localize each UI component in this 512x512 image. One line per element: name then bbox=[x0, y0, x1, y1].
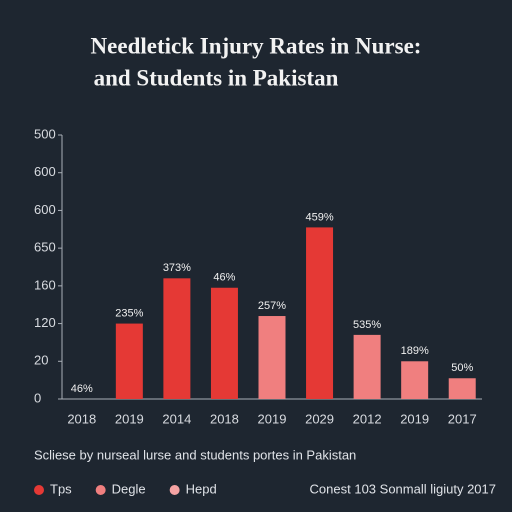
y-tick-label: 600 bbox=[34, 202, 56, 217]
legend-label: Tps bbox=[50, 481, 72, 496]
bar bbox=[448, 378, 476, 399]
legend-swatch bbox=[34, 485, 44, 495]
legend-swatch bbox=[169, 485, 180, 495]
value-label: 373% bbox=[163, 262, 191, 274]
bar bbox=[163, 278, 191, 399]
bar bbox=[258, 316, 286, 399]
legend-label: Degle bbox=[112, 481, 146, 496]
y-tick-label: 650 bbox=[34, 240, 56, 255]
value-label: 459% bbox=[305, 211, 333, 223]
legend-swatch bbox=[95, 485, 106, 495]
value-label: 46% bbox=[213, 272, 235, 284]
bar bbox=[353, 334, 381, 399]
bar bbox=[401, 361, 429, 399]
value-label: 189% bbox=[401, 345, 429, 357]
x-tick-label: 2029 bbox=[305, 411, 334, 426]
y-tick-label: 600 bbox=[34, 164, 56, 179]
x-tick-label: 2019 bbox=[258, 411, 287, 426]
x-tick-label: 2012 bbox=[353, 411, 382, 426]
value-label: 235% bbox=[115, 307, 143, 319]
y-tick-label: 500 bbox=[34, 126, 56, 141]
caption: Scliese by nurseal lurse and students po… bbox=[34, 447, 356, 462]
chart-title: Needletick Injury Rates in Nurse: bbox=[91, 33, 422, 58]
bar bbox=[210, 287, 238, 399]
x-tick-label: 2018 bbox=[210, 411, 239, 426]
x-tick-label: 2019 bbox=[400, 411, 429, 426]
value-label: 46% bbox=[71, 383, 93, 395]
bar bbox=[306, 227, 334, 399]
y-tick-label: 0 bbox=[34, 390, 41, 405]
chart-title: and Students in Pakistan bbox=[94, 65, 339, 90]
value-label: 257% bbox=[258, 300, 286, 312]
legend-label: Hepd bbox=[186, 481, 217, 496]
x-tick-label: 2018 bbox=[67, 411, 96, 426]
y-tick-label: 160 bbox=[34, 277, 56, 292]
y-tick-label: 120 bbox=[34, 315, 56, 330]
x-tick-label: 2014 bbox=[162, 411, 191, 426]
x-tick-label: 2017 bbox=[448, 411, 477, 426]
value-label: 50% bbox=[451, 362, 473, 374]
value-label: 535% bbox=[353, 319, 381, 331]
x-tick-label: 2019 bbox=[115, 411, 144, 426]
source: Conest 103 Sonmall ligiuty 2017 bbox=[310, 481, 496, 496]
y-tick-label: 20 bbox=[34, 353, 48, 368]
bar bbox=[115, 323, 143, 399]
